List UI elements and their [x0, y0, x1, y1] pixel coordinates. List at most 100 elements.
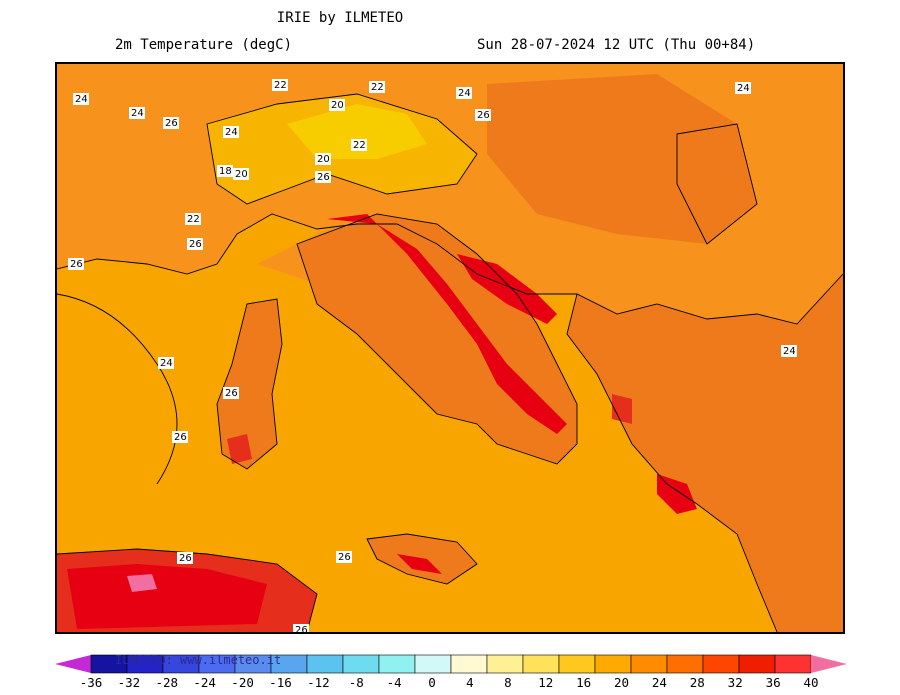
scale-cell: [342, 654, 380, 674]
scale-tick-label: 16: [576, 675, 592, 690]
scale-tick-label: -8: [348, 675, 364, 690]
land-balkans: [567, 274, 843, 632]
contour-label: 24: [456, 87, 472, 99]
contour-label: 20: [315, 153, 331, 165]
svg-text:22: 22: [371, 82, 384, 93]
contour-label: 26: [315, 171, 331, 183]
sardinia-corsica: [217, 299, 282, 469]
svg-text:26: 26: [179, 553, 192, 564]
scale-cell: [774, 654, 812, 674]
scale-tick-label: -4: [386, 675, 402, 690]
contour-labels: 24 24 26 22 22 24 20 24 26 22 18 20 20 2…: [68, 79, 797, 632]
contour-label: 24: [735, 82, 751, 94]
alps-coldest: [287, 104, 427, 159]
contour-label: 24: [158, 357, 174, 369]
scale-cell: [306, 654, 344, 674]
scale-cell: [414, 654, 452, 674]
contour-label: 26: [336, 551, 352, 563]
svg-text:26: 26: [317, 172, 330, 183]
scale-tick-label: -12: [307, 675, 330, 690]
svg-text:24: 24: [783, 346, 796, 357]
contour-label: 26: [223, 387, 239, 399]
contour-label: 24: [129, 107, 145, 119]
svg-text:24: 24: [737, 83, 750, 94]
sardinia-hot: [227, 434, 252, 464]
svg-text:26: 26: [70, 259, 83, 270]
italy-peninsula: [297, 214, 577, 464]
temperature-color-scale: [55, 654, 847, 674]
contour-label: 22: [369, 81, 385, 93]
variable-label: 2m Temperature (degC): [115, 37, 293, 53]
scale-cell: [522, 654, 560, 674]
svg-text:22: 22: [187, 214, 200, 225]
scale-tick-label: 36: [765, 675, 781, 690]
isotherm-lines: [57, 93, 843, 632]
contour-label: 24: [73, 93, 89, 105]
svg-text:20: 20: [317, 154, 330, 165]
scale-tick-label: -20: [231, 675, 254, 690]
scale-tick-label: -24: [193, 675, 216, 690]
sicily-hot: [397, 554, 442, 574]
scale-arrow-high: [811, 655, 847, 673]
svg-text:26: 26: [165, 118, 178, 129]
warm-interior-east: [487, 74, 757, 244]
watermark: ILMETEO: www.ilmeteo.it: [115, 653, 282, 667]
temperature-map: 24 24 26 22 22 24 20 24 26 22 18 20 20 2…: [55, 62, 845, 634]
scale-cell: [558, 654, 596, 674]
scale-tick-label: -28: [155, 675, 179, 690]
svg-text:24: 24: [160, 358, 173, 369]
contour-label: 26: [187, 238, 203, 250]
forecast-datetime: Sun 28-07-2024 12 UTC (Thu 00+84): [477, 37, 756, 53]
contour-label: 26: [475, 109, 491, 121]
scale-arrow-low: [55, 655, 91, 673]
scale-cell: [450, 654, 488, 674]
scale-tick-label: 12: [538, 675, 554, 690]
contour-label: 22: [185, 213, 201, 225]
albania-hot: [612, 394, 632, 424]
svg-text:22: 22: [353, 140, 366, 151]
dalmatia-hot: [457, 254, 557, 324]
scale-cell: [666, 654, 704, 674]
north-africa-hot: [67, 564, 267, 629]
scale-tick-label: 28: [689, 675, 705, 690]
scale-cell: [594, 654, 632, 674]
scale-tick-label: 0: [428, 675, 436, 690]
svg-text:24: 24: [458, 88, 471, 99]
scale-tick-label: -36: [79, 675, 103, 690]
scale-tick-label: 40: [803, 675, 819, 690]
scale-cell: [702, 654, 740, 674]
scale-tick-label: 24: [651, 675, 667, 690]
contour-label: 24: [781, 345, 797, 357]
contour-label: 26: [177, 552, 193, 564]
contour-label: 24: [223, 126, 239, 138]
svg-text:26: 26: [477, 110, 490, 121]
contour-label: 20: [329, 99, 345, 111]
scale-cell: [630, 654, 668, 674]
italy-hot-spine: [327, 214, 567, 434]
svg-text:26: 26: [189, 239, 202, 250]
svg-text:20: 20: [235, 169, 248, 180]
scale-cell: [378, 654, 416, 674]
scale-tick-label: 20: [613, 675, 630, 690]
north-africa-extreme: [127, 574, 157, 592]
contour-label: 26: [68, 258, 84, 270]
scale-cell: [738, 654, 776, 674]
scale-cell: [486, 654, 524, 674]
svg-text:24: 24: [225, 127, 238, 138]
svg-text:26: 26: [174, 432, 187, 443]
scale-tick-label: 4: [466, 675, 474, 690]
contour-label: 22: [351, 139, 367, 151]
scale-cells: [90, 654, 812, 674]
svg-text:22: 22: [274, 80, 287, 91]
contour-label: 20: [233, 168, 249, 180]
contour-label: 26: [172, 431, 188, 443]
contour-label: 22: [272, 79, 288, 91]
contour-label: 26: [163, 117, 179, 129]
scale-tick-label: 8: [504, 675, 512, 690]
svg-text:24: 24: [75, 94, 88, 105]
map-title: IRIE by ILMETEO: [276, 10, 404, 26]
svg-text:26: 26: [338, 552, 351, 563]
contour-label: 18: [217, 165, 233, 177]
map-canvas: 24 24 26 22 22 24 20 24 26 22 18 20 20 2…: [57, 64, 843, 632]
contour-label: 26: [293, 624, 309, 632]
